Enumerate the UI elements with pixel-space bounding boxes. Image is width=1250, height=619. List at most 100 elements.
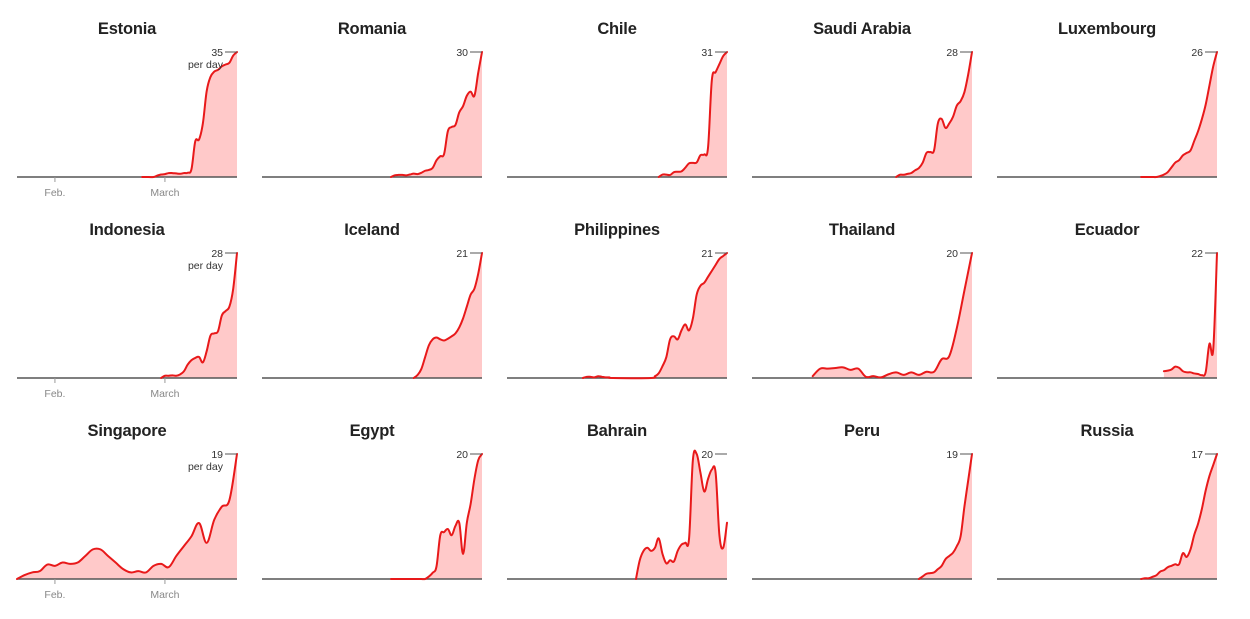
chart-panel: Luxembourg 26: [997, 0, 1242, 201]
series-line: [1162, 252, 1218, 377]
series-area: [17, 454, 237, 579]
series-line: [160, 252, 238, 379]
series-area: [812, 253, 972, 378]
series-area: [1163, 253, 1217, 378]
chart-title: Peru: [844, 422, 880, 440]
chart-panel: Saudi Arabia 28: [752, 0, 997, 201]
chart-title: Indonesia: [89, 221, 165, 239]
series-area: [582, 253, 727, 379]
y-max-label: 19: [946, 449, 958, 461]
series-line: [895, 51, 973, 178]
y-max-label: 17: [1191, 449, 1203, 461]
chart-plot: 21: [262, 248, 483, 379]
series-line: [917, 453, 973, 580]
series-line: [389, 51, 483, 178]
x-tick-label: March: [150, 388, 179, 400]
y-max-label: 19: [211, 449, 223, 461]
y-max-label: 31: [701, 47, 713, 59]
chart-panel: Russia 17: [997, 402, 1242, 603]
series-area: [1141, 52, 1217, 178]
x-tick-label: March: [150, 589, 179, 601]
series-area: [896, 52, 972, 177]
y-max-label: 20: [701, 449, 713, 461]
x-tick-label: March: [150, 187, 179, 199]
chart-panel: Ecuador 22: [997, 201, 1242, 402]
y-max-label: 28: [946, 47, 958, 59]
series-line: [412, 252, 483, 379]
series-line: [811, 252, 973, 379]
chart-title: Egypt: [349, 422, 395, 440]
chart-plot: 30: [262, 47, 483, 178]
y-max-label: 28: [211, 248, 223, 260]
chart-title: Saudi Arabia: [813, 20, 911, 38]
y-unit-label: per day: [188, 260, 224, 272]
chart-plot: 22: [997, 248, 1218, 379]
chart-plot: 21: [507, 248, 728, 380]
chart-plot: 19: [752, 449, 973, 580]
y-max-label: 21: [701, 248, 713, 260]
series-line: [1140, 453, 1218, 580]
chart-panel: Peru 19: [752, 402, 997, 603]
chart-plot: 20: [262, 449, 483, 581]
series-line: [634, 449, 728, 580]
y-max-label: 30: [456, 47, 468, 59]
y-max-label: 21: [456, 248, 468, 260]
series-area: [1141, 454, 1217, 579]
series-line: [141, 51, 238, 179]
series-area: [918, 454, 972, 579]
chart-title: Luxembourg: [1058, 20, 1156, 38]
chart-plot: 17: [997, 449, 1218, 580]
chart-title: Russia: [1080, 422, 1134, 440]
chart-panel: Philippines 21: [507, 201, 752, 402]
series-area: [390, 454, 482, 580]
series-area: [161, 253, 237, 378]
chart-panel: Egypt 20: [262, 402, 507, 603]
series-line: [1140, 51, 1218, 179]
chart-title: Bahrain: [586, 422, 648, 440]
x-tick-label: Feb.: [44, 187, 65, 199]
y-max-label: 22: [1191, 248, 1203, 260]
series-area: [635, 450, 727, 579]
chart-panel: Chile 31: [507, 0, 752, 201]
series-area: [142, 52, 237, 178]
y-max-label: 20: [946, 248, 958, 260]
chart-panel: Indonesia 28 per day Feb. March: [17, 201, 262, 402]
x-tick-label: Feb.: [44, 388, 65, 400]
series-line: [657, 51, 728, 178]
chart-plot: 31: [507, 47, 728, 178]
chart-title: Thailand: [828, 221, 896, 239]
chart-title: Chile: [597, 20, 637, 38]
y-max-label: 35: [211, 47, 223, 59]
series-area: [390, 52, 482, 177]
chart-title: Singapore: [87, 422, 167, 440]
chart-panel: Iceland 21: [262, 201, 507, 402]
series-line: [16, 453, 238, 580]
chart-panel: Thailand 20: [752, 201, 997, 402]
series-line: [389, 453, 483, 581]
series-area: [658, 52, 727, 177]
series-area: [413, 253, 482, 378]
chart-panel: Romania 30: [262, 0, 507, 201]
y-unit-label: per day: [188, 461, 224, 473]
chart-panel: Bahrain 20: [507, 402, 752, 603]
y-unit-label: per day: [188, 59, 224, 71]
series-line: [581, 252, 728, 380]
chart-title: Ecuador: [1074, 221, 1140, 239]
chart-panel: Singapore 19 per day Feb. March: [16, 402, 262, 603]
chart-title: Estonia: [97, 20, 157, 38]
chart-title: Iceland: [344, 221, 400, 239]
chart-panel: Estonia 35 per day Feb. March: [17, 0, 262, 201]
y-max-label: 26: [1191, 47, 1203, 59]
chart-title: Romania: [337, 20, 407, 38]
x-tick-label: Feb.: [44, 589, 65, 601]
chart-plot: 20: [507, 449, 728, 580]
chart-plot: 26: [997, 47, 1218, 179]
y-max-label: 20: [456, 449, 468, 461]
chart-plot: 20: [752, 248, 973, 379]
chart-plot: 28: [752, 47, 973, 178]
chart-title: Philippines: [574, 221, 660, 239]
